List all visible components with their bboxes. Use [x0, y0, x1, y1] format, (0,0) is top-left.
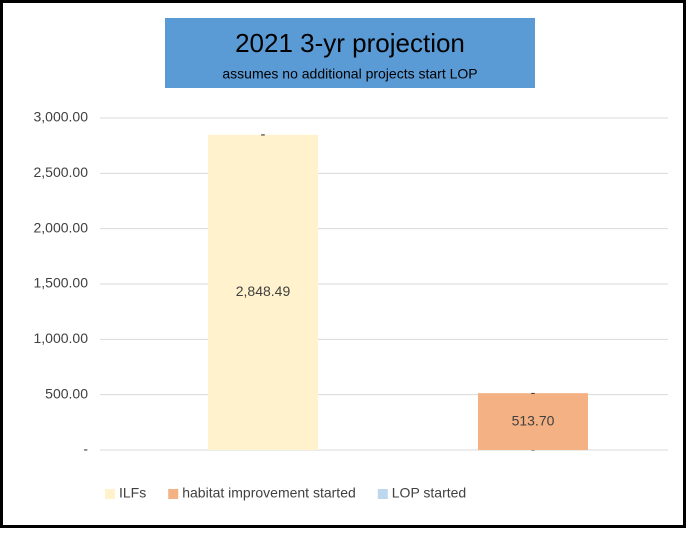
y-tick-label: -: [83, 441, 88, 457]
y-tick-label: 1,000.00: [34, 330, 89, 346]
y-tick-label: 1,500.00: [34, 275, 89, 291]
legend-swatch: [105, 489, 115, 499]
legend-swatch: [377, 489, 388, 499]
chart-title: 2021 3-yr projection: [235, 28, 465, 58]
legend-label: LOP started: [392, 485, 466, 501]
bar-segment: [208, 134, 318, 451]
y-tick-label: 2,000.00: [34, 219, 89, 235]
legend-swatch: [168, 489, 179, 499]
y-tick-label: 2,500.00: [34, 164, 89, 180]
legend-label: ILFs: [119, 485, 146, 501]
data-label: 2,848.49: [236, 283, 291, 299]
y-tick-label: 500.00: [45, 385, 88, 401]
data-label: -: [261, 125, 266, 141]
chart-subtitle: assumes no additional projects start LOP: [222, 66, 477, 82]
data-label: -: [531, 384, 536, 400]
bar-segment: [478, 393, 588, 450]
data-label: 513.70: [512, 412, 555, 428]
legend-label: habitat improvement started: [182, 485, 356, 501]
y-tick-label: 3,000.00: [34, 109, 89, 125]
data-label: -: [261, 125, 266, 141]
title-box: [165, 18, 535, 88]
